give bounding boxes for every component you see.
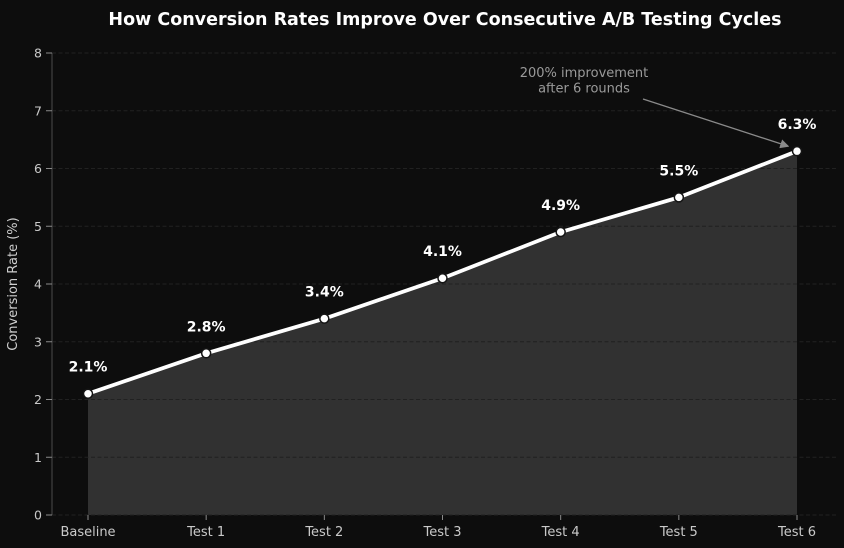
y-tick-label-8: 8 [34,46,42,61]
x-tick-label-0: Baseline [60,525,115,540]
annotation-text-line-1: 200% improvement [520,66,649,81]
x-tick-label-4: Test 4 [541,525,580,540]
chart-title: How Conversion Rates Improve Over Consec… [108,10,781,30]
y-axis-title: Conversion Rate (%) [6,217,21,350]
data-point-label-3: 4.1% [423,244,462,260]
data-point-5 [673,192,685,203]
y-tick-label-3: 3 [34,334,42,349]
data-point-label-2: 3.4% [305,285,344,301]
data-point-label-5: 5.5% [659,163,698,179]
data-point-0 [82,388,94,399]
data-point-2 [319,313,330,324]
data-point-label-1: 2.8% [187,319,226,335]
plot-area: 0 1 2 3 4 5 6 7 8 Baseline Test 1 Test 2 Test 3 Test … [34,46,836,540]
annotation-text-line-2: after 6 rounds [538,82,630,97]
data-point-6 [791,145,803,157]
x-tick-label-1: Test 1 [186,525,225,540]
y-tick-label-7: 7 [34,103,42,118]
y-tick-label-1: 1 [34,450,42,465]
y-tick-label-0: 0 [34,508,42,523]
annotation-arrow [642,98,790,149]
x-tick-label-3: Test 3 [422,525,461,540]
data-point-label-6: 6.3% [778,117,817,133]
y-tick-label-6: 6 [34,161,42,176]
data-point-4 [555,226,566,238]
y-tick-label-2: 2 [34,392,42,407]
x-tick-label-6: Test 6 [777,525,816,540]
data-point-label-0: 2.1% [69,360,108,376]
x-tick-label-2: Test 2 [304,525,343,540]
data-point-3 [437,272,448,284]
data-point-1 [200,348,212,359]
y-tick-label-4: 4 [34,277,42,292]
area-fill [88,151,797,516]
y-tick-label-5: 5 [34,219,42,234]
data-point-label-4: 4.9% [541,198,580,214]
x-tick-label-5: Test 5 [659,525,698,540]
